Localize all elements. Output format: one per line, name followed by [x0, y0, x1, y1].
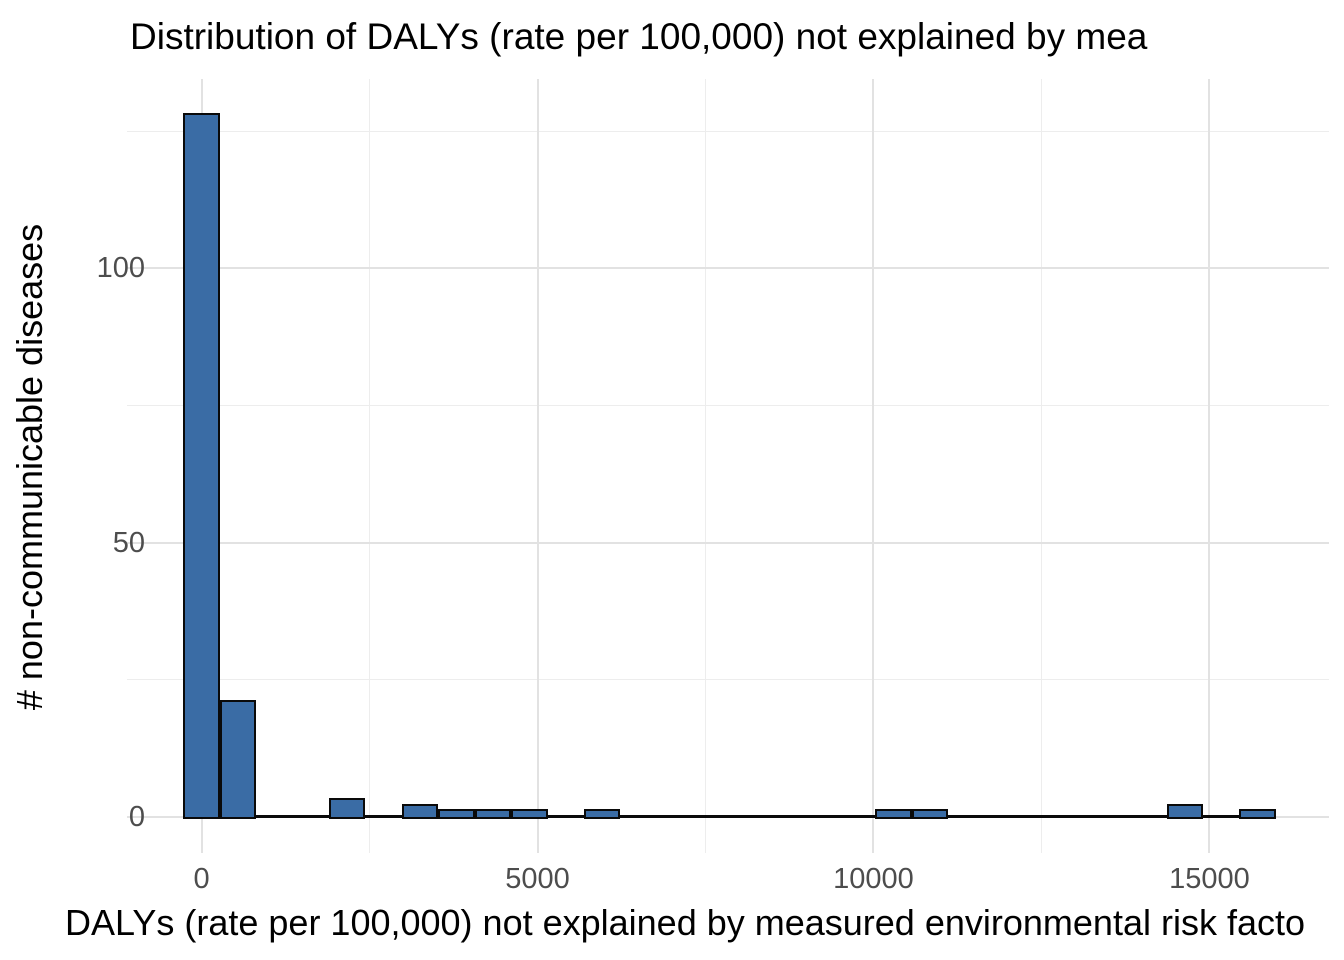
histogram-bar-zero: [729, 815, 767, 819]
x-minor-gridline: [369, 79, 371, 853]
histogram-bar: [438, 809, 475, 819]
histogram-bar-zero: [1020, 815, 1058, 819]
x-axis-tick-label: 15000: [1169, 863, 1250, 895]
x-axis-tick-label: 0: [193, 863, 210, 895]
histogram-bar: [474, 809, 512, 819]
y-axis-tick-label: 100: [96, 252, 145, 285]
histogram-bar-zero: [1057, 815, 1094, 819]
chart-title: Distribution of DALYs (rate per 100,000)…: [130, 16, 1148, 57]
histogram-bar-zero: [547, 815, 584, 819]
histogram-bar-zero: [620, 815, 657, 819]
x-axis-tick-label: 5000: [505, 863, 570, 895]
histogram-bar-zero: [256, 815, 293, 819]
histogram-bar-zero: [656, 815, 694, 819]
histogram-bar-zero: [292, 815, 330, 819]
histogram-bar-zero: [948, 815, 985, 819]
histogram-bar-zero: [984, 815, 1021, 819]
histogram-bar-zero: [838, 815, 876, 819]
histogram-bar: [1166, 803, 1203, 819]
histogram-bar-zero: [693, 815, 730, 819]
y-minor-gridline: [127, 404, 1329, 406]
x-minor-gridline: [1040, 79, 1042, 853]
histogram-bar-zero: [365, 815, 402, 819]
x-minor-gridline: [704, 79, 706, 853]
histogram-bar: [219, 699, 257, 819]
histogram-bar: [583, 809, 621, 819]
histogram-bar: [1239, 809, 1276, 819]
y-minor-gridline: [127, 130, 1329, 132]
y-axis-title-text: # non-communicable diseases: [9, 223, 50, 711]
x-major-gridline: [872, 79, 875, 853]
histogram-bar: [329, 798, 366, 819]
histogram-bar: [183, 112, 220, 819]
y-major-gridline: [127, 267, 1329, 270]
plot-panel: [127, 79, 1329, 853]
histogram-bar-zero: [1093, 815, 1131, 819]
histogram-bar: [911, 809, 949, 819]
histogram-bar: [875, 809, 912, 819]
histogram-bar: [511, 809, 548, 819]
x-axis-tick-label: 10000: [833, 863, 914, 895]
histogram-bar-zero: [766, 815, 803, 819]
x-major-gridline: [1208, 79, 1211, 853]
histogram-bar: [401, 803, 439, 819]
y-axis-tick-label: 0: [128, 800, 145, 833]
histogram-bar-zero: [802, 815, 839, 819]
histogram-bar-zero: [1203, 815, 1240, 819]
y-major-gridline: [127, 541, 1329, 544]
x-major-gridline: [536, 79, 539, 853]
x-axis-title: DALYs (rate per 100,000) not explained b…: [65, 902, 1305, 943]
y-minor-gridline: [127, 679, 1329, 681]
histogram-bar-zero: [1130, 815, 1167, 819]
y-axis-tick-label: 50: [112, 526, 145, 559]
